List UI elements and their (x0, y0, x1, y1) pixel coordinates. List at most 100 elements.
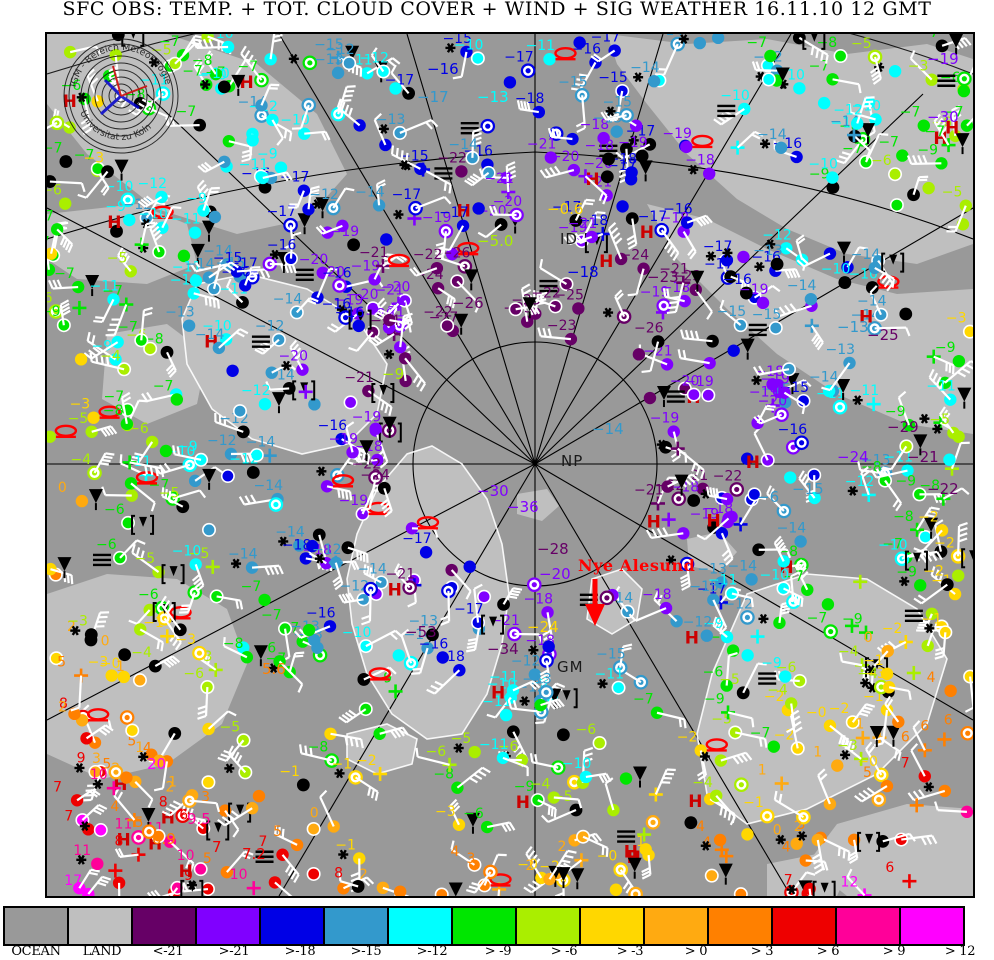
station-temperature: 4 (782, 840, 791, 856)
station-temperature: −12 (241, 383, 271, 399)
station-temperature: −0 (806, 705, 827, 721)
station-temperature: −7 (900, 105, 921, 121)
station-temperature: 12 (841, 874, 859, 890)
station-temperature: −12 (229, 451, 259, 467)
legend-swatch-7 (451, 906, 517, 946)
station-temperature: −16 (663, 202, 693, 218)
station-temperature: 7 (901, 755, 910, 771)
station-temperature: −10 (138, 207, 168, 223)
station-plot (303, 624, 315, 636)
station-temperature: −14 (254, 478, 284, 494)
svg-text:H: H (179, 862, 193, 882)
station-temperature: −7 (117, 319, 138, 335)
station-temperature: −7 (878, 135, 899, 151)
station-temperature: −10 (808, 157, 838, 173)
station-temperature: 0 (310, 805, 319, 821)
station-temperature: −18 (642, 587, 672, 603)
station-temperature: −11 (139, 73, 169, 89)
station-temperature: −10 (562, 756, 592, 772)
station-temperature: −18 (515, 91, 545, 107)
station-plot (647, 816, 659, 828)
station-temperature: 2 (557, 839, 566, 855)
station-plot (121, 711, 133, 723)
station-temperature: −6 (96, 537, 117, 553)
svg-text:H: H (516, 793, 530, 813)
station-temperature: 10 (230, 867, 248, 883)
station-temperature: −18 (524, 591, 554, 607)
station-temperature: −8 (103, 403, 124, 419)
station-plot (616, 200, 628, 212)
svg-text:H: H (107, 213, 121, 233)
station-temperature: −17 (504, 50, 534, 66)
station-temperature: −11 (89, 278, 119, 294)
svg-text:H: H (388, 581, 402, 601)
station-temperature: −7 (176, 104, 197, 120)
station-temperature: −19 (927, 50, 959, 68)
station-temperature: −21 (634, 482, 664, 498)
station-temperature: −21 (484, 171, 514, 187)
station-temperature: −3 (435, 804, 456, 820)
station-temperature: 0 (58, 480, 67, 496)
station-temperature: 4 (696, 819, 705, 835)
station-temperature: −2 (882, 621, 903, 637)
station-temperature: −9 (177, 439, 198, 455)
haze-symbol: H (624, 842, 638, 862)
station-plot (226, 365, 238, 377)
station-temperature: 7 (212, 838, 222, 856)
station-temperature: −19 (739, 282, 769, 298)
map-panel[interactable]: −5−1−6−8−19−9−3−73−2−14−9−10−14−10−16−17… (45, 32, 975, 898)
station-temperature: 1 (758, 762, 767, 778)
station-temperature: −11 (171, 212, 201, 228)
station-temperature: 5.6 (262, 660, 286, 678)
station-plot (478, 591, 490, 603)
station-temperature: −18 (585, 138, 615, 154)
map-canvas[interactable]: −5−1−6−8−19−9−3−73−2−14−9−10−14−10−16−17… (47, 34, 973, 896)
station-temperature: −12 (683, 615, 713, 631)
legend-swatch-13 (835, 906, 901, 946)
legend-swatches (3, 906, 963, 942)
station-temperature: −11 (850, 383, 880, 399)
station-temperature: 2 (166, 780, 175, 796)
station-temperature: −14 (185, 257, 215, 273)
haze-symbol: H (63, 92, 77, 112)
station-temperature: −11 (239, 157, 269, 173)
station-plot (380, 233, 392, 245)
station-temperature: 1 (855, 717, 864, 733)
station-temperature: −6 (463, 806, 484, 822)
station-temperature: −13 (376, 112, 406, 128)
station-temperature: −11 (926, 379, 956, 395)
station-temperature: −22 (423, 305, 453, 321)
station-temperature: 3 (92, 751, 101, 767)
station-temperature: −16 (427, 60, 459, 78)
station-temperature: −5 (68, 411, 89, 427)
station-temperature: 1 (813, 745, 822, 761)
legend-swatch-4 (259, 906, 325, 946)
station-temperature: −29 (887, 418, 919, 436)
station-temperature: −14 (777, 520, 807, 536)
station-temperature: −13 (837, 318, 869, 336)
station-temperature: 1 (135, 740, 144, 756)
station-temperature: −4 (131, 645, 152, 661)
station-temperature: −6 (104, 502, 125, 518)
station-temperature: 4 (110, 799, 119, 815)
station-temperature: 2 (525, 858, 534, 874)
station-temperature: −5.0 (477, 232, 513, 250)
station-temperature: −20 (316, 264, 346, 280)
station-temperature: −28 (537, 540, 569, 558)
station-plot (899, 308, 912, 321)
legend-swatch-10 (643, 906, 709, 946)
station-temperature: −7 (237, 59, 258, 75)
station-plot (393, 649, 405, 661)
station-temperature: −17 (638, 209, 668, 225)
station-plot (557, 728, 570, 741)
station-plot (684, 816, 697, 829)
station-temperature: −20 (758, 394, 788, 410)
station-temperature: −13 (826, 342, 856, 358)
legend-swatch-3 (195, 906, 261, 946)
station-temperature: 8 (114, 834, 123, 850)
station-temperature: −10 (172, 543, 202, 559)
station-temperature: −14 (448, 137, 478, 153)
station-temperature: 5 (102, 757, 111, 773)
